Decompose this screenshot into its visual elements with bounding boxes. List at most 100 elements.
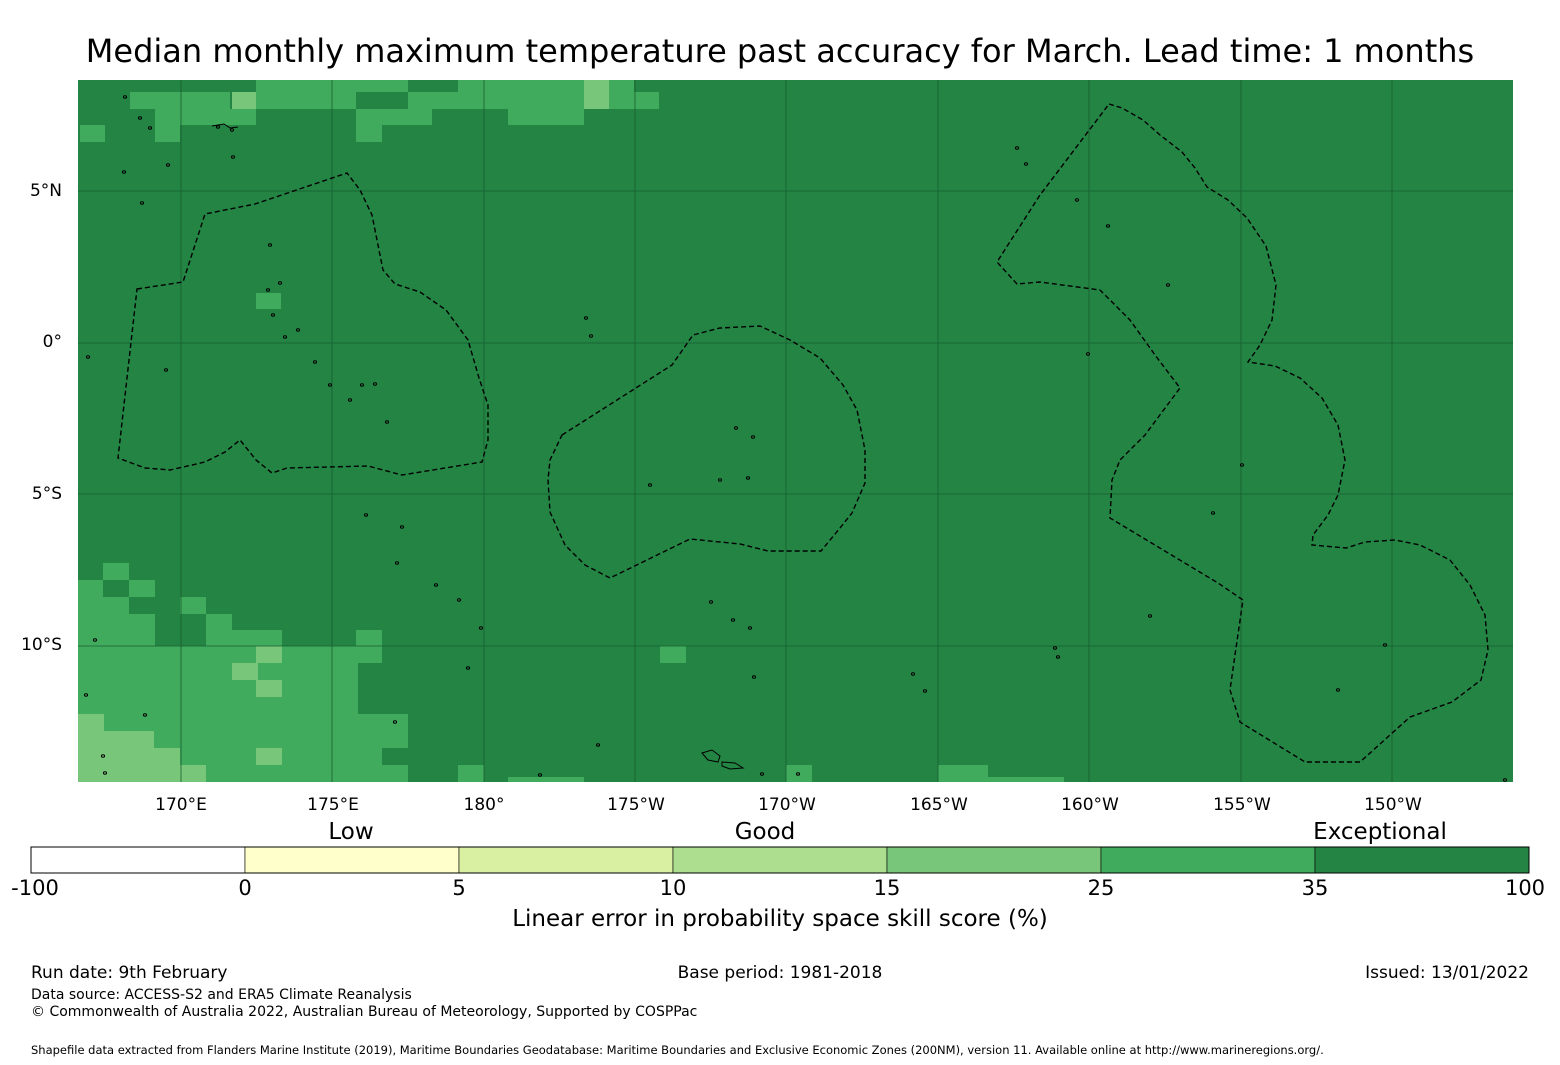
lon-label: 175°W	[607, 795, 665, 815]
skill-cell	[382, 765, 408, 782]
skill-cell	[660, 646, 686, 663]
skill-cell	[232, 630, 282, 646]
island-outline	[1165, 283, 1171, 287]
eez-boundaries	[117, 103, 1489, 763]
eez-boundary-west	[117, 172, 489, 476]
colorbar-tick: 10	[659, 876, 687, 900]
skill-cell	[256, 680, 282, 697]
island-outline	[267, 243, 273, 247]
island-outline	[265, 288, 271, 292]
island-outline	[1052, 646, 1058, 650]
skill-cell	[256, 80, 332, 109]
island-outline	[708, 600, 714, 604]
island-outline	[750, 435, 756, 439]
skill-cell	[232, 92, 256, 109]
island-outline	[1210, 511, 1216, 515]
island-outline	[392, 720, 398, 724]
skill-cell	[382, 109, 432, 125]
island-outline	[433, 583, 439, 587]
skill-cell	[129, 614, 155, 646]
skill-cell	[356, 630, 382, 663]
skill-cell	[232, 663, 258, 680]
skill-cell	[458, 765, 484, 782]
island-outline	[215, 125, 221, 129]
skill-cell	[584, 80, 609, 109]
colorbar-bin	[30, 846, 246, 874]
island-outline	[745, 476, 751, 480]
island-outline	[1382, 643, 1388, 647]
colorbar-bin	[672, 846, 888, 874]
skill-cell	[634, 92, 659, 109]
category-label-exceptional: Exceptional	[1313, 819, 1447, 845]
island-outline	[588, 334, 594, 338]
island-outline	[85, 355, 91, 359]
island-outline	[1014, 146, 1020, 150]
skill-cell	[206, 614, 232, 646]
island-outline	[922, 689, 928, 693]
island-outline	[1239, 463, 1245, 467]
island-outline	[537, 773, 543, 777]
island-outline	[295, 328, 301, 332]
island-outline	[717, 478, 723, 482]
base-period: Base period: 1981-2018	[677, 963, 883, 983]
skill-cell	[256, 646, 282, 663]
skill-cell	[206, 109, 256, 125]
colorbar-bin	[886, 846, 1102, 874]
island-outline	[1023, 162, 1029, 166]
colorbar-tick: 25	[1087, 876, 1115, 900]
island-outline	[165, 163, 171, 167]
shapefile-credit: Shapefile data extracted from Flanders M…	[31, 1043, 1324, 1057]
island-outline	[327, 383, 333, 387]
island-outline	[229, 128, 235, 132]
skill-cell	[78, 714, 104, 782]
island-outline	[121, 170, 127, 174]
island-outline	[359, 383, 365, 387]
eez-boundary-central	[547, 325, 866, 579]
island-outline	[384, 420, 390, 424]
lon-label: 155°W	[1213, 795, 1271, 815]
skill-cell	[256, 293, 281, 309]
island-coastlines	[83, 95, 1508, 782]
skill-cell	[180, 92, 206, 125]
colorbar-bin	[1314, 846, 1530, 874]
island-outline	[399, 525, 405, 529]
skill-cell	[155, 109, 180, 142]
island-outline	[1074, 198, 1080, 202]
island-outline	[394, 561, 400, 565]
island-outline	[83, 693, 89, 697]
skill-cell	[408, 92, 458, 109]
island-outline	[733, 426, 739, 430]
gridlines	[78, 80, 1513, 782]
island-outline	[1055, 655, 1061, 659]
lat-label: 10°S	[21, 635, 62, 655]
colorbar-tick: 5	[452, 876, 466, 900]
island-outline	[1085, 352, 1091, 356]
category-label-good: Good	[734, 819, 796, 845]
lon-label: 160°W	[1061, 795, 1119, 815]
skill-cell	[458, 80, 584, 109]
skill-cell	[129, 580, 155, 597]
skill-cell	[508, 109, 584, 125]
island-outline	[372, 382, 378, 386]
colorbar-bin	[244, 846, 460, 874]
island-outline	[1502, 778, 1508, 782]
island-outline	[465, 666, 471, 670]
lon-label: 150°W	[1364, 795, 1422, 815]
skill-cell	[180, 765, 206, 782]
colorbar-tick: 35	[1301, 876, 1329, 900]
island-outline	[721, 761, 745, 770]
skill-cell	[103, 563, 129, 580]
skill-cell	[356, 109, 382, 142]
island-outline	[142, 713, 148, 717]
island-outline	[478, 626, 484, 630]
lon-label: 175°E	[307, 795, 359, 815]
skill-cell	[104, 731, 154, 782]
island-outline	[759, 772, 765, 776]
island-outline	[163, 368, 169, 372]
map-area	[78, 80, 1513, 782]
island-outline	[347, 398, 353, 402]
island-outline	[647, 483, 653, 487]
island-outline	[230, 155, 236, 159]
colorbar-tick: 15	[873, 876, 901, 900]
skill-cell	[80, 125, 105, 142]
